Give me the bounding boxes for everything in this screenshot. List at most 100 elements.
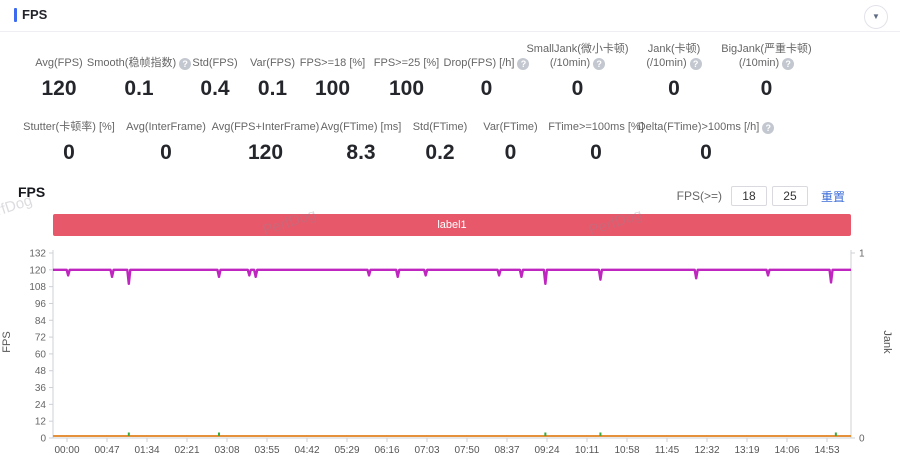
stat-item: Avg(InterFrame) 0 xyxy=(118,118,214,165)
stat-item: Avg(FPS) 120 xyxy=(20,40,98,101)
stat-item: Drop(FPS) [/h]? 0 xyxy=(443,40,530,101)
chart-title: FPS xyxy=(18,184,46,200)
stat-label: FTime>=100ms [%] xyxy=(548,121,644,133)
left-axis-name: FPS xyxy=(1,331,13,352)
svg-text:120: 120 xyxy=(29,265,46,276)
stat-value: 0 xyxy=(571,77,584,100)
svg-text:0: 0 xyxy=(40,434,46,445)
stat-item: SmallJank(微小卡顿) (/10min)? 0 xyxy=(526,40,628,101)
stat-label: Drop(FPS) [/h]? xyxy=(444,40,530,70)
stat-value: 120 xyxy=(247,141,284,164)
svg-text:60: 60 xyxy=(35,349,47,360)
stat-value: 0 xyxy=(760,77,773,100)
svg-text:09:24: 09:24 xyxy=(534,445,559,456)
stat-value: 0 xyxy=(160,141,172,164)
svg-text:06:16: 06:16 xyxy=(374,445,399,456)
svg-text:48: 48 xyxy=(35,366,47,377)
svg-text:132: 132 xyxy=(29,249,46,260)
stat-item: Avg(FTime) [ms] 8.3 xyxy=(317,118,405,165)
svg-text:00:00: 00:00 xyxy=(54,445,79,456)
stat-item: Jank(卡顿) (/10min)? 0 xyxy=(625,40,723,101)
svg-text:0: 0 xyxy=(859,434,865,445)
chart-label-banner[interactable]: label1 xyxy=(53,214,851,236)
stat-label: Avg(FPS+InterFrame) xyxy=(211,121,320,133)
svg-text:1: 1 xyxy=(859,249,865,260)
stat-value: 8.3 xyxy=(346,141,376,164)
stat-item: FPS>=25 [%] 100 xyxy=(370,40,443,101)
stat-value: 0.2 xyxy=(425,141,455,164)
svg-text:12:32: 12:32 xyxy=(694,445,719,456)
svg-text:01:34: 01:34 xyxy=(134,445,159,456)
stat-item: FPS>=18 [%] 100 xyxy=(295,40,370,101)
stat-item: Stutter(卡顿率) [%] 0 xyxy=(20,118,118,165)
svg-text:96: 96 xyxy=(35,299,47,310)
stat-value: 0 xyxy=(668,77,680,100)
panel-title: FPS xyxy=(22,7,48,22)
stat-item: Var(FTime) 0 xyxy=(475,118,546,165)
fps-threshold-input-2[interactable] xyxy=(771,186,808,206)
stat-label: Var(FTime) xyxy=(483,121,538,133)
svg-text:24: 24 xyxy=(35,400,47,411)
svg-text:07:03: 07:03 xyxy=(414,445,439,456)
stat-label: Var(FPS) xyxy=(249,57,296,69)
svg-text:12: 12 xyxy=(35,417,47,428)
svg-text:36: 36 xyxy=(35,383,47,394)
help-icon[interactable]: ? xyxy=(593,58,606,70)
stat-item: BigJank(严重卡顿) (/10min)? 0 xyxy=(721,40,812,101)
stat-value: 0.4 xyxy=(200,77,230,100)
svg-text:03:55: 03:55 xyxy=(254,445,279,456)
collapse-chevron-icon: ▼ xyxy=(872,12,880,21)
svg-text:10:11: 10:11 xyxy=(575,445,600,456)
help-icon[interactable]: ? xyxy=(517,58,530,70)
fps-chart: 0 12 24 36 48 60 72 84 96 108 120 132 1 0 00:00 00:47 01… xyxy=(1,249,893,457)
stat-value: 100 xyxy=(388,77,425,100)
stats-row-2: Stutter(卡顿率) [%] 0 Avg(InterFrame) 0 Avg(FPS… xyxy=(20,118,775,165)
stat-label: BigJank(严重卡顿) (/10min)? xyxy=(721,43,812,70)
fps-threshold-controls: FPS(>=) 重置 xyxy=(677,186,845,206)
svg-text:14:06: 14:06 xyxy=(774,445,799,456)
stat-label: Jank(卡顿) (/10min)? xyxy=(646,43,702,70)
stat-label: Std(FTime) xyxy=(412,121,468,133)
stat-item: Std(FTime) 0.2 xyxy=(405,118,475,165)
svg-text:03:08: 03:08 xyxy=(214,445,239,456)
stat-value: 0 xyxy=(63,141,75,164)
svg-text:11:45: 11:45 xyxy=(655,445,680,456)
stat-item: Avg(FPS+InterFrame) 120 xyxy=(211,118,320,165)
stat-label: Smooth(稳帧指数)? xyxy=(87,40,192,70)
stat-value: 100 xyxy=(314,77,351,100)
stat-item: Smooth(稳帧指数)? 0.1 xyxy=(87,40,192,101)
chart-label-text: label1 xyxy=(437,219,467,231)
stat-value: 0.1 xyxy=(124,77,154,100)
svg-text:10:58: 10:58 xyxy=(614,445,639,456)
svg-text:08:37: 08:37 xyxy=(494,445,519,456)
svg-text:02:21: 02:21 xyxy=(174,445,199,456)
help-icon[interactable]: ? xyxy=(762,122,775,134)
stat-label: Avg(FTime) [ms] xyxy=(320,121,402,133)
stat-label: Avg(FPS) xyxy=(35,57,83,69)
accent-bar xyxy=(14,8,17,22)
stat-label: Stutter(卡顿率) [%] xyxy=(23,121,115,133)
stat-item: Var(FPS) 0.1 xyxy=(250,40,295,101)
stat-value: 120 xyxy=(41,77,77,100)
svg-text:07:50: 07:50 xyxy=(454,445,479,456)
reset-link[interactable]: 重置 xyxy=(820,189,845,204)
svg-text:05:29: 05:29 xyxy=(334,445,359,456)
svg-text:84: 84 xyxy=(35,316,47,327)
stat-value: 0 xyxy=(480,77,493,100)
svg-text:13:19: 13:19 xyxy=(734,445,759,456)
svg-text:108: 108 xyxy=(29,282,46,293)
stat-item: Delta(FTime)>100ms [/h]? 0 xyxy=(638,118,775,165)
panel-header: FPS ▼ xyxy=(0,0,900,32)
stat-value: 0 xyxy=(700,141,712,164)
fps-threshold-input-1[interactable] xyxy=(730,186,767,206)
help-icon[interactable]: ? xyxy=(782,58,795,70)
stat-label: FPS>=18 [%] xyxy=(299,57,366,69)
stat-label: Delta(FTime)>100ms [/h]? xyxy=(638,118,775,134)
svg-text:04:42: 04:42 xyxy=(294,445,319,456)
help-icon[interactable]: ? xyxy=(689,58,702,70)
stat-label: SmallJank(微小卡顿) (/10min)? xyxy=(526,43,629,70)
collapse-button[interactable]: ▼ xyxy=(864,5,888,29)
svg-text:14:53: 14:53 xyxy=(814,445,839,456)
help-icon[interactable]: ? xyxy=(179,58,192,70)
